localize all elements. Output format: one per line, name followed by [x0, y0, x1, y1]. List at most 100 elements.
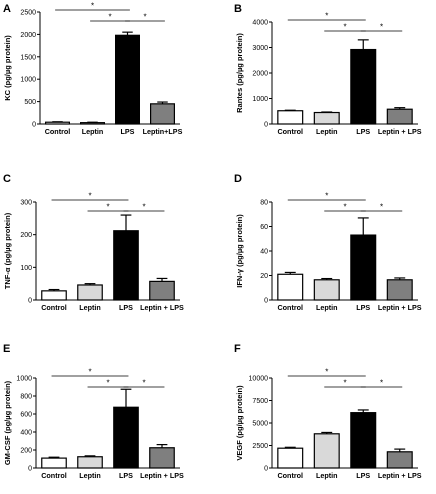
panel-letter: B [234, 3, 242, 15]
category-label: Leptin + LPS [378, 303, 422, 312]
y-tick-label: 300 [20, 200, 32, 207]
significance-star: * [325, 12, 328, 21]
y-tick-label: 1000 [20, 77, 36, 84]
y-tick-label: 0 [28, 466, 32, 473]
significance-star: * [325, 192, 328, 201]
bar [114, 34, 140, 125]
y-tick-label: 20 [260, 273, 268, 280]
category-label: Leptin [82, 127, 104, 136]
y-tick-label: 2000 [252, 71, 268, 78]
significance-star: * [380, 23, 383, 32]
category-label: Leptin + LPS [140, 303, 184, 312]
y-tick-label: 2000 [20, 32, 36, 39]
significance-star: * [106, 379, 109, 388]
y-tick-label: 5000 [252, 421, 268, 428]
y-tick-label: 1500 [20, 54, 36, 61]
bar [350, 48, 377, 125]
significance-star: * [343, 203, 346, 212]
category-label: Control [41, 303, 67, 312]
category-label: LPS [356, 471, 370, 480]
panel-d: D 0 20 40 60 80 IFN-γ (pg/µg protein) Control Le… [234, 173, 422, 312]
y-tick-label: 80 [260, 200, 268, 207]
bar [77, 456, 103, 469]
category-label: Leptin [316, 303, 338, 312]
y-tick-label: 2500 [20, 10, 36, 17]
bar [386, 451, 413, 469]
bar [113, 406, 139, 469]
y-axis-title: KC (pg/µg protein) [3, 35, 12, 101]
y-axis-title: VEGF (pg/µg protein) [235, 385, 244, 461]
category-label: LPS [119, 471, 133, 480]
y-tick-label: 200 [20, 232, 32, 239]
significance-star: * [142, 379, 145, 388]
category-label: Leptin + LPS [140, 471, 184, 480]
y-tick-label: 0 [264, 122, 268, 129]
category-label: LPS [356, 127, 370, 136]
significance-star: * [380, 203, 383, 212]
bar [350, 234, 377, 301]
y-tick-label: 10000 [249, 376, 269, 383]
y-tick-label: 500 [24, 99, 36, 106]
category-label: Leptin [79, 471, 101, 480]
bar [277, 447, 304, 469]
bar [79, 122, 105, 125]
significance-star: * [380, 379, 383, 388]
y-axis-title: GM-CSF (pg/µg protein) [3, 380, 12, 465]
category-label: Control [277, 471, 303, 480]
significance-star: * [325, 368, 328, 377]
panel-e: E 0 200 400 600 800 1000 GM-CSF (pg/µg protein)… [3, 343, 184, 480]
y-tick-label: 60 [260, 224, 268, 231]
significance-star: * [343, 379, 346, 388]
y-tick-label: 200 [20, 448, 32, 455]
y-tick-label: 0 [264, 466, 268, 473]
category-label: Leptin [316, 127, 338, 136]
panel-a: A 0 500 1000 1500 2000 2500 KC (pg/µg protein) C… [3, 2, 183, 137]
y-tick-label: 7500 [252, 398, 268, 405]
y-tick-label: 1000 [252, 96, 268, 103]
y-tick-label: 3000 [252, 45, 268, 52]
category-label: Leptin [316, 471, 338, 480]
significance-star: * [108, 13, 111, 22]
significance-star: * [142, 203, 145, 212]
bar [113, 230, 139, 301]
bar [386, 279, 413, 301]
category-label: Control [277, 303, 303, 312]
y-axis-title: Rantes (pg/µg protein) [235, 33, 244, 113]
significance-star: * [106, 203, 109, 212]
panel-letter: D [234, 173, 242, 185]
bar [150, 103, 176, 125]
y-tick-label: 2500 [252, 443, 268, 450]
significance-star: * [91, 2, 94, 11]
y-tick-label: 400 [20, 430, 32, 437]
bar [77, 284, 103, 301]
category-label: Leptin + LPS [378, 127, 422, 136]
bar [313, 279, 340, 301]
y-tick-label: 40 [260, 249, 268, 256]
panel-b: B 0 1000 2000 3000 4000 Rantes (pg/µg protein)… [234, 3, 422, 136]
y-axis-title: IFN-γ (pg/µg protein) [235, 214, 244, 288]
panel-letter: E [3, 343, 10, 355]
bar [277, 110, 304, 125]
panel-letter: A [3, 3, 11, 15]
category-label: Leptin+LPS [143, 127, 183, 136]
category-label: Leptin [79, 303, 101, 312]
bar [313, 433, 340, 469]
significance-star: * [88, 368, 91, 377]
panel-c: C 0 100 200 300 TNF-α (pg/µg protein) Control L… [3, 173, 184, 312]
category-label: Control [41, 471, 67, 480]
y-tick-label: 600 [20, 412, 32, 419]
y-tick-label: 0 [28, 298, 32, 305]
category-label: LPS [121, 127, 135, 136]
panel-letter: F [234, 343, 241, 355]
bar [313, 111, 340, 125]
bar [149, 447, 175, 469]
panel-letter: C [3, 173, 11, 185]
y-tick-label: 0 [264, 298, 268, 305]
y-tick-label: 4000 [252, 20, 268, 27]
category-label: LPS [356, 303, 370, 312]
bar [44, 121, 70, 125]
category-label: LPS [119, 303, 133, 312]
bar [41, 457, 67, 469]
panel-f: F 0 2500 5000 7500 10000 VEGF (pg/µg protein) C… [234, 343, 422, 480]
category-label: Control [45, 127, 71, 136]
